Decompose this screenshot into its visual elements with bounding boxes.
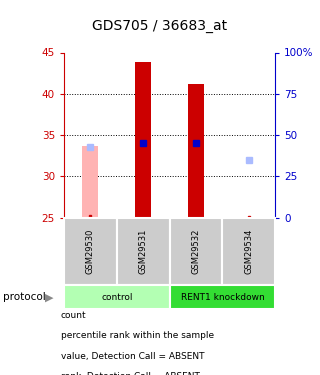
Text: count: count	[61, 310, 86, 320]
Text: GSM29531: GSM29531	[139, 228, 148, 274]
Text: GSM29530: GSM29530	[86, 228, 95, 274]
Text: rank, Detection Call = ABSENT: rank, Detection Call = ABSENT	[61, 372, 200, 375]
Bar	[64, 285, 170, 309]
Text: GSM29534: GSM29534	[244, 228, 253, 274]
Bar	[64, 217, 117, 285]
Text: GDS705 / 36683_at: GDS705 / 36683_at	[92, 19, 228, 33]
Bar	[222, 217, 275, 285]
Bar	[117, 217, 170, 285]
Bar	[135, 62, 151, 217]
Bar	[170, 285, 275, 309]
Text: value, Detection Call = ABSENT: value, Detection Call = ABSENT	[61, 352, 204, 361]
Bar	[83, 146, 98, 218]
Text: protocol: protocol	[3, 292, 46, 302]
Text: RENT1 knockdown: RENT1 knockdown	[180, 292, 264, 302]
Text: control: control	[101, 292, 132, 302]
Text: ▶: ▶	[45, 292, 54, 302]
Bar	[170, 217, 222, 285]
Bar	[188, 84, 204, 218]
Text: percentile rank within the sample: percentile rank within the sample	[61, 331, 214, 340]
Text: GSM29532: GSM29532	[191, 228, 201, 274]
